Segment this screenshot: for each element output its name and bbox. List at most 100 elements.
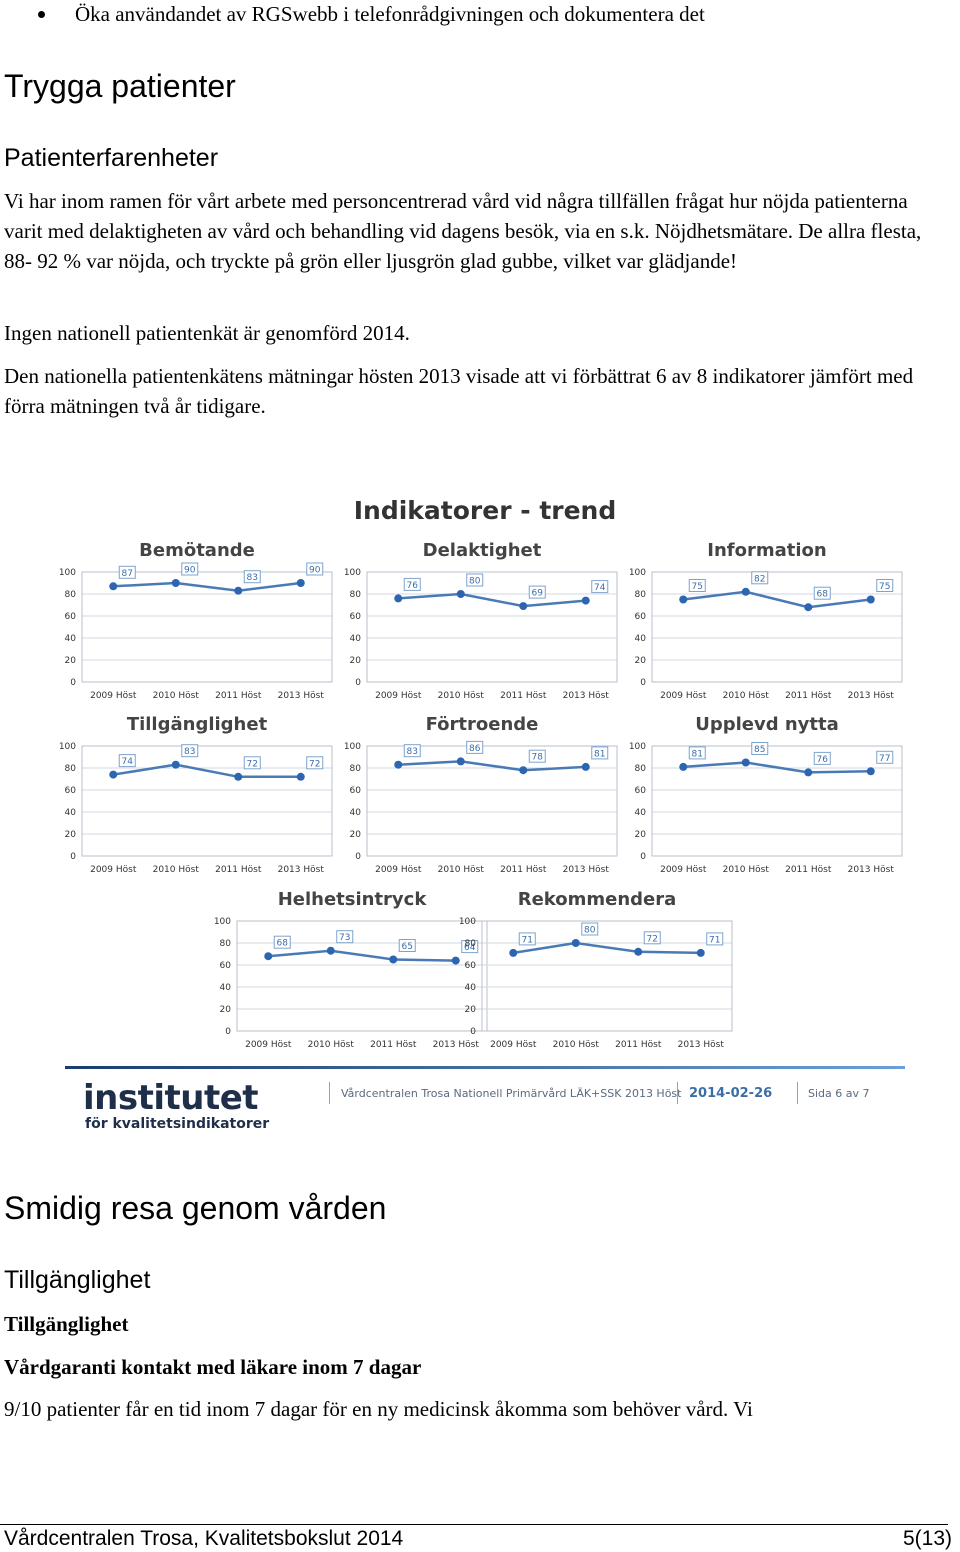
y-tick-label: 20 [65,830,77,840]
data-label-box [273,935,291,949]
chart-svg: Tillgänglighet 0 20 40 60 80 100 2009 Höst 2010 … [59,714,333,875]
y-tick-label: 20 [465,1005,477,1015]
data-point [866,595,875,604]
plot-frame [366,745,618,857]
series-line [113,763,301,779]
data-label-box [336,930,354,944]
data-label-box [306,756,324,770]
data-label-box [813,751,831,765]
data-label: 82 [754,574,765,584]
data-point [109,770,118,779]
data-point [581,762,590,771]
footer-page-number: Sida 6 av 7 [808,1087,870,1100]
institutet-logo: institutet [83,1078,259,1118]
chart-title: Bemötande [139,540,255,561]
x-tick-label: 2011 Höst [785,691,832,701]
data-label: 76 [817,755,829,765]
y-tick-label: 80 [350,764,362,774]
y-tick-label: 0 [470,1027,476,1037]
data-label: 72 [647,934,658,944]
y-tick-label: 60 [350,612,362,622]
y-tick-label: 100 [344,568,361,578]
y-tick-label: 60 [65,786,77,796]
x-tick-label: 2011 Höst [370,1040,417,1050]
data-label: 81 [594,749,605,759]
x-tick-label: 2013 Höst [848,691,895,701]
paragraph-vardgaranti: 9/10 patienter får en tid inom 7 dagar f… [4,1397,753,1421]
y-tick-label: 0 [355,852,361,862]
x-tick-label: 2009 Höst [660,865,707,875]
data-label-box [403,577,421,591]
data-point [679,595,688,604]
y-tick-label: 40 [65,634,77,644]
bold-heading-vardgaranti: Vårdgaranti kontakt med läkare inom 7 da… [4,1355,422,1379]
data-label-box [591,746,609,760]
data-label: 65 [402,942,413,952]
subheading-tillganglighet: Tillgänglighet [4,1266,151,1294]
series-line [398,760,586,772]
chart-svg: Rekommendera 0 20 40 60 80 100 2009 Höst 2010 Hö… [459,889,733,1050]
chart-title: Tillgänglighet [127,714,268,735]
series-line [513,941,701,955]
data-label-box [306,562,324,576]
y-tick-label: 80 [65,590,77,600]
chart-title: Upplevd nytta [695,714,839,735]
data-label-box [181,744,199,758]
y-tick-label: 60 [220,961,232,971]
y-tick-label: 80 [65,764,77,774]
series-line [268,949,456,962]
data-label-box [403,744,421,758]
data-label-box [461,940,479,954]
data-point [326,946,335,955]
data-label: 81 [692,749,703,759]
x-tick-label: 2010 Höst [153,691,200,701]
chart-7: Rekommendera 0 20 40 60 80 100 2009 Höst 2010 Hö… [459,885,740,1055]
x-tick-label: 2010 Höst [723,691,770,701]
data-label: 64 [464,943,476,953]
y-tick-label: 0 [70,852,76,862]
data-label-box [466,740,484,754]
y-tick-label: 40 [65,808,77,818]
y-tick-label: 20 [635,830,647,840]
page-footer-page: 5(13) [902,1527,952,1550]
footer-divider [677,1082,678,1104]
y-tick-label: 100 [629,568,646,578]
footer-divider [797,1082,798,1104]
plot-frame [81,745,333,857]
data-label: 90 [309,566,321,576]
chart-1: Delaktighet 0 20 40 60 80 100 2009 Höst 2010 Hös… [344,536,625,706]
data-label-box [466,573,484,587]
y-tick-label: 60 [635,612,647,622]
data-label: 76 [407,581,419,591]
chart-5: Upplevd nytta 0 20 40 60 80 100 2009 Höst 2010 H… [629,710,910,880]
x-tick-label: 2013 Höst [433,1040,480,1050]
bullet-item: Öka användandet av RGSwebb i telefonrådg… [38,2,705,27]
series-line [398,592,586,608]
data-label-box [243,756,261,770]
data-label: 87 [122,569,133,579]
data-point [296,579,305,587]
x-tick-label: 2011 Höst [785,865,832,875]
data-label-box [813,586,831,600]
x-tick-label: 2013 Höst [563,865,610,875]
plot-frame [481,920,733,1032]
x-tick-label: 2013 Höst [848,865,895,875]
footer-date: 2014-02-26 [689,1086,773,1101]
data-point [264,952,273,961]
data-point [171,760,180,769]
data-label-box [581,922,599,936]
data-point [171,579,180,587]
y-tick-label: 80 [220,939,232,949]
data-point [696,948,705,957]
y-tick-label: 20 [350,656,362,666]
data-label-box [688,579,706,592]
data-label: 80 [469,577,481,587]
chart-svg: Helhetsintryck 0 20 40 60 80 100 2009 Höst 2010 … [214,889,488,1050]
data-label-box [688,746,706,760]
chart-3: Tillgänglighet 0 20 40 60 80 100 2009 Höst 2010 … [59,710,340,880]
data-point [456,590,465,598]
data-label: 90 [184,566,196,576]
data-label: 83 [247,573,258,583]
data-label: 85 [754,745,765,755]
data-point [804,603,813,612]
